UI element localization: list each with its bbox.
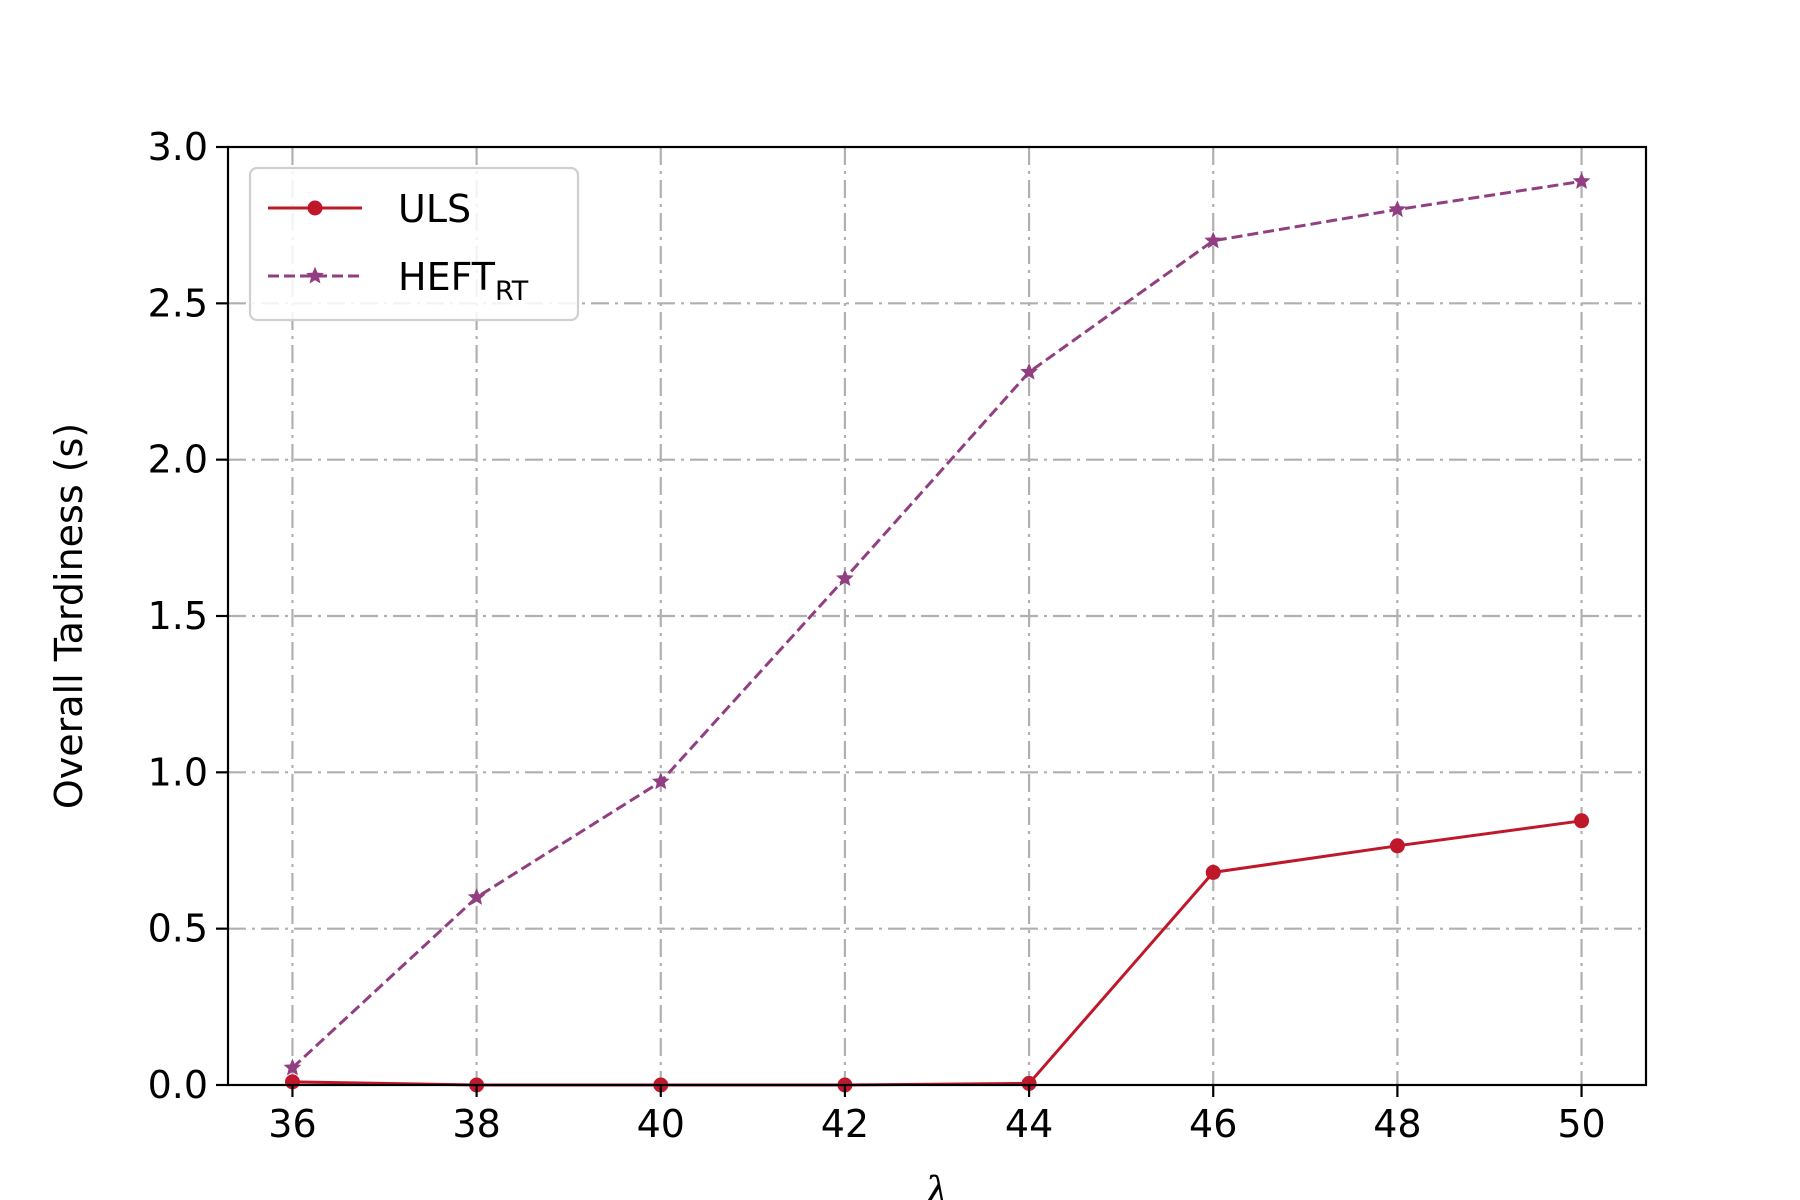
x-tick-label: 46 [1189, 1102, 1237, 1146]
data-point-heft [836, 569, 854, 587]
y-tick-label: 3.0 [148, 125, 208, 169]
axis-ticks: 36 38 40 42 44 46 48 50 0.0 0.5 1.0 1.5 2.0 2.5 3.0 [148, 125, 1606, 1146]
y-tick-label: 1.5 [148, 594, 208, 638]
x-tick-label: 44 [1005, 1102, 1053, 1146]
y-tick-label: 2.5 [148, 281, 208, 325]
data-point-uls [1574, 813, 1590, 829]
data-point-uls [1389, 838, 1405, 854]
x-tick-label: 38 [452, 1102, 500, 1146]
y-tick-label: 2.0 [148, 438, 208, 482]
data-point-heft [1204, 231, 1223, 249]
data-point-heft [1388, 200, 1407, 218]
x-tick-label: 50 [1557, 1102, 1605, 1146]
x-tick-label: 42 [821, 1102, 869, 1146]
series-line-uls [292, 819, 1582, 1087]
series-line-heft [291, 179, 1582, 1069]
y-tick-label: 0.0 [148, 1063, 208, 1107]
legend: ULS HEFTRT [248, 166, 580, 322]
y-tick-label: 0.5 [148, 907, 208, 951]
data-point-heft [651, 772, 670, 790]
data-point-uls [1205, 864, 1221, 880]
data-point-heft [283, 1058, 302, 1076]
legend-label-heft: HEFTRT [398, 255, 529, 307]
y-axis-label: Overall Tardiness (s) [47, 423, 91, 809]
legend-marker-heft [306, 266, 324, 284]
legend-subscript-heft: RT [495, 276, 529, 307]
data-point-heft [1572, 172, 1591, 189]
legend-label-uls: ULS [398, 187, 471, 231]
x-axis-label: λ [922, 1169, 949, 1200]
series-heft [283, 172, 1591, 1076]
x-tick-label: 48 [1373, 1102, 1421, 1146]
data-point-heft [467, 888, 486, 905]
grid-lines [228, 147, 1646, 1085]
legend-name-uls: ULS [398, 187, 471, 231]
series-uls [284, 813, 1590, 1093]
legend-box [248, 166, 580, 322]
x-tick-label: 36 [268, 1102, 316, 1146]
data-point-heft [1020, 362, 1038, 380]
y-tick-label: 1.0 [148, 750, 208, 794]
legend-marker-uls [307, 200, 323, 216]
legend-name-heft: HEFT [398, 255, 496, 299]
x-tick-label: 40 [637, 1102, 685, 1146]
